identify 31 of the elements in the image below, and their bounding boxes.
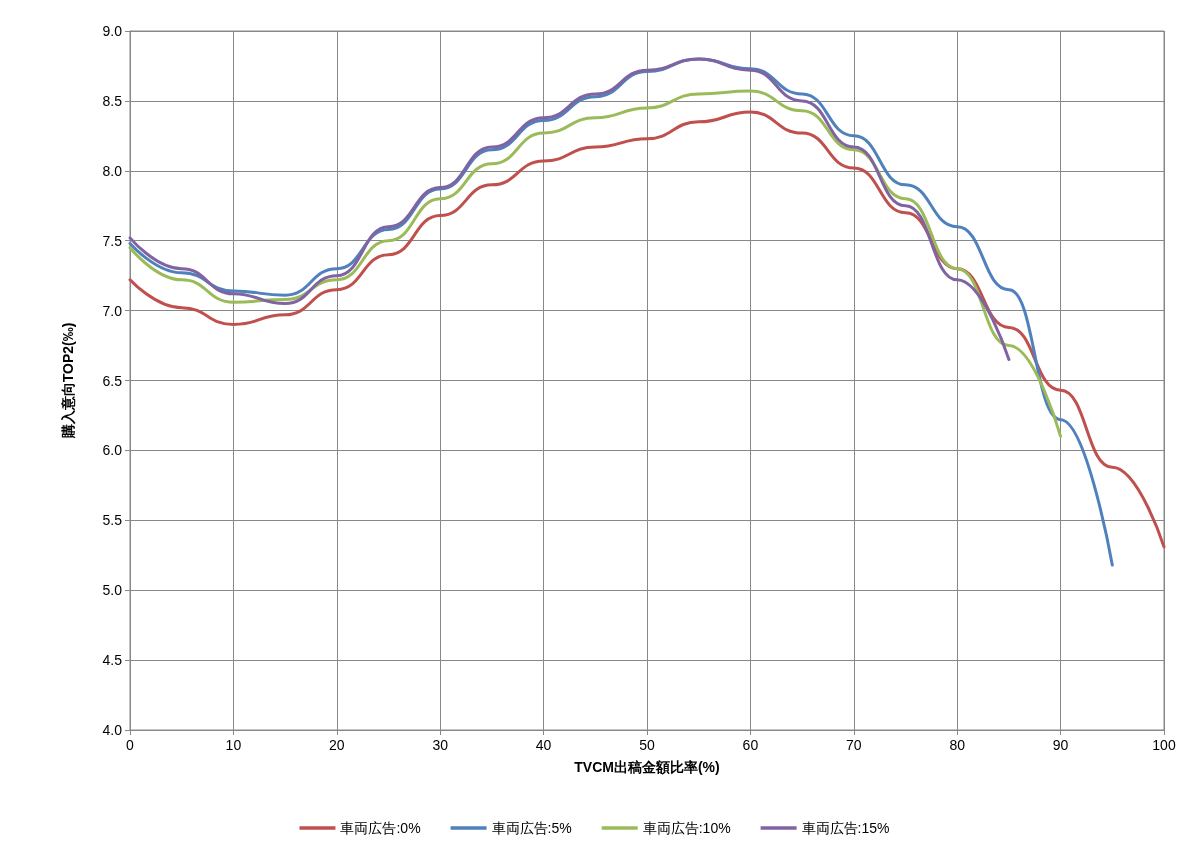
y-tick-label: 8.0	[102, 162, 123, 179]
x-tick-label: 20	[329, 737, 345, 753]
y-tick-label: 5.5	[102, 512, 123, 529]
x-tick-label: 60	[742, 737, 759, 753]
x-tick-label: 0	[126, 737, 135, 753]
x-tick-label: 80	[949, 737, 966, 753]
y-tick-label: 6.5	[102, 372, 123, 389]
line-series	[128, 110, 1166, 549]
legend-label: 車両広告:15%	[801, 820, 890, 836]
x-tick-label: 70	[846, 737, 862, 753]
legend-label: 車両広告:5%	[491, 820, 572, 836]
x-axis-title: TVCM出稿金額比率(%)	[574, 759, 720, 775]
legend-label: 車両広告:10%	[642, 820, 731, 836]
x-tick-label: 50	[639, 737, 655, 753]
x-tick-label: 100	[1152, 737, 1176, 753]
y-tick-label: 9.0	[102, 23, 123, 39]
y-tick-label: 5.0	[102, 582, 123, 599]
y-tick-label: 8.5	[102, 92, 123, 109]
line-series	[128, 89, 1063, 438]
x-tick-label: 30	[432, 737, 449, 753]
y-axis-title: 購入意向TOP2(‰)	[60, 322, 76, 440]
y-tick-label: 7.5	[102, 232, 123, 249]
x-tick-label: 90	[1052, 737, 1069, 753]
y-tick-label: 7.0	[102, 302, 123, 319]
line-series	[128, 57, 1011, 362]
x-tick-label: 40	[535, 737, 552, 753]
y-tick-label: 4.0	[102, 722, 123, 738]
legend-label: 車両広告:0%	[340, 820, 421, 836]
x-tick-label: 10	[225, 737, 242, 753]
y-tick-label: 4.5	[102, 652, 123, 669]
y-tick-label: 6.0	[102, 442, 123, 459]
